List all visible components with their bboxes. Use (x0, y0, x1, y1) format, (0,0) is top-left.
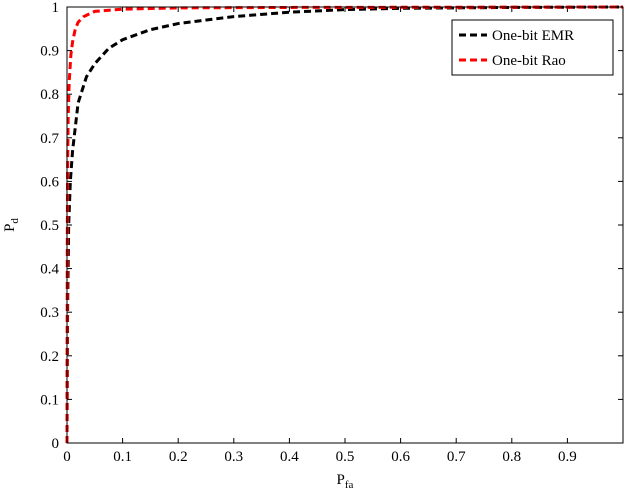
legend-label: One-bit EMR (492, 28, 574, 44)
y-axis-label: Pd (2, 218, 21, 232)
x-axis-label: Pfa (337, 472, 354, 490)
y-label-sub: d (9, 218, 21, 224)
y-tick-label: 0.3 (40, 305, 59, 321)
x-tick-label: 0.9 (558, 449, 577, 465)
plot-frame (66, 6, 624, 444)
x-tick-label: 0.1 (113, 449, 132, 465)
x-label-sub: fa (345, 479, 354, 490)
x-tick-label: 0.3 (224, 449, 243, 465)
x-tick-label: 0.6 (391, 449, 410, 465)
x-tick-label: 0.8 (502, 449, 521, 465)
x-tick-label: 0.7 (447, 449, 466, 465)
y-tick-label: 1 (52, 0, 60, 16)
legend-label: One-bit Rao (492, 53, 566, 69)
x-label-main: P (337, 472, 345, 488)
x-tick-label: 0 (63, 449, 71, 465)
line-series (65, 5, 624, 444)
y-tick-label: 0.6 (40, 174, 59, 190)
y-tick-label: 0 (52, 436, 60, 452)
line-series (65, 5, 624, 444)
y-tick-label: 0.9 (40, 44, 59, 60)
y-tick-label: 0.7 (40, 131, 59, 147)
y-tick-label: 0.8 (40, 87, 59, 103)
y-tick-label: 0.2 (40, 349, 59, 365)
legend-box (451, 19, 614, 76)
x-tick-label: 0.4 (280, 449, 299, 465)
y-tick-label: 0.4 (40, 262, 59, 278)
y-tick-label: 0.5 (40, 218, 59, 234)
x-tick-label: 0.5 (336, 449, 355, 465)
y-tick-label: 0.1 (40, 392, 59, 408)
x-tick-label: 0.2 (169, 449, 188, 465)
y-label-main: P (2, 224, 18, 232)
